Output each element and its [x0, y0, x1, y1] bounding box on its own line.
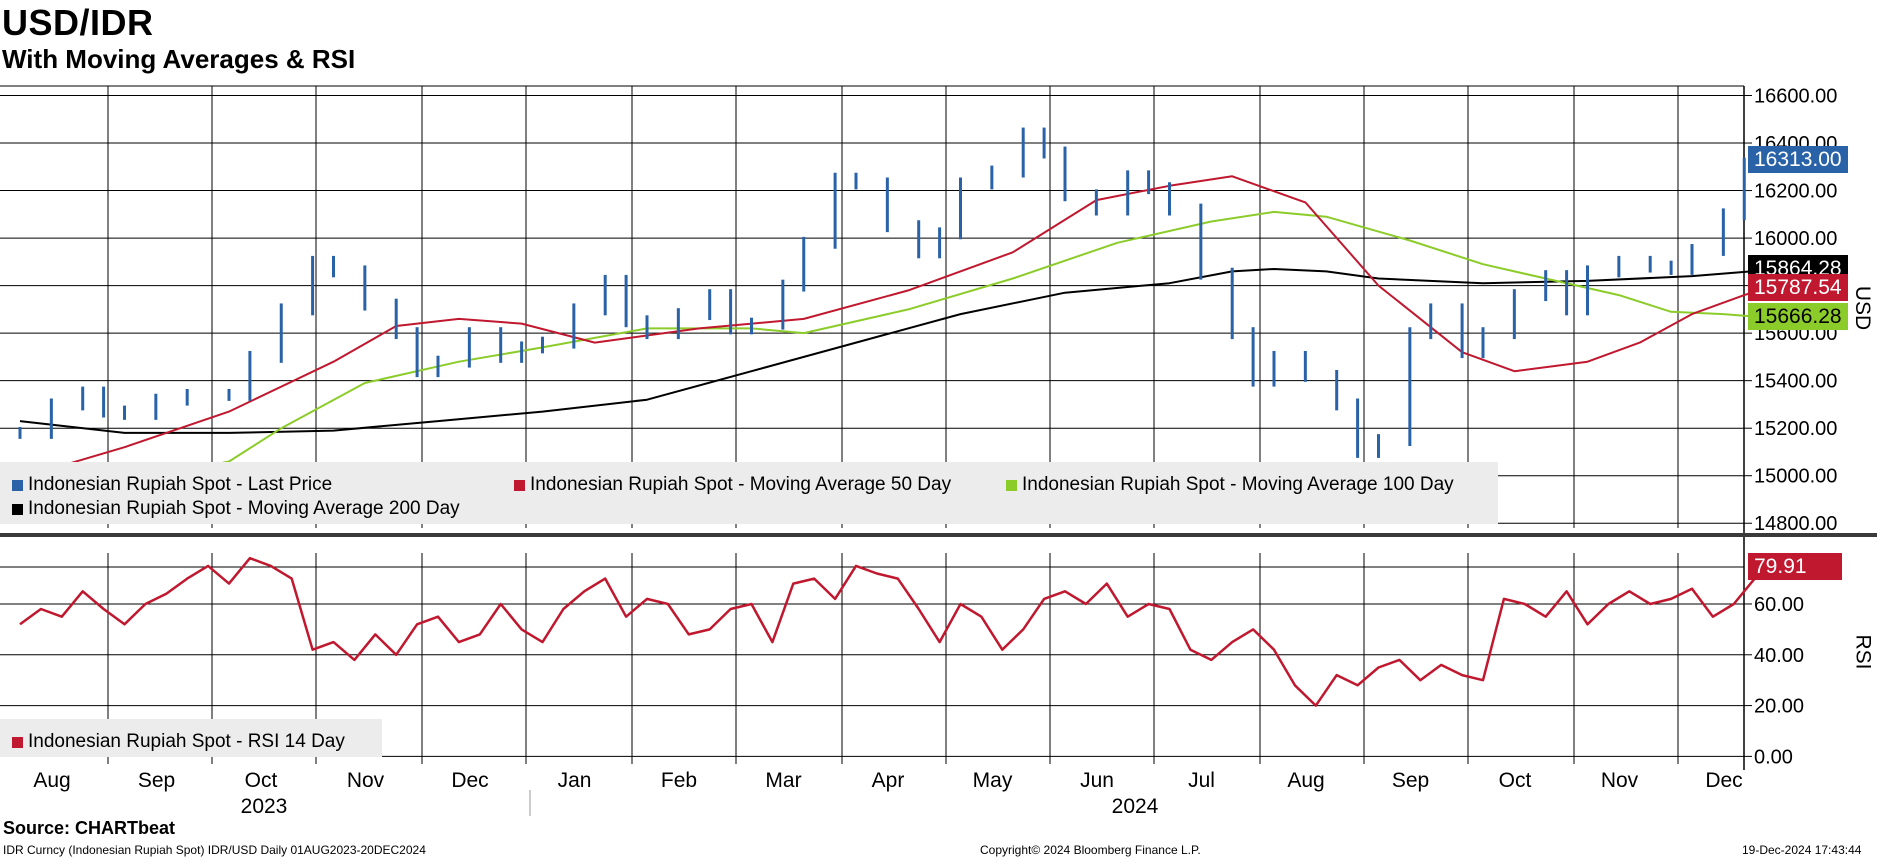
x-month-label-4: Dec — [451, 769, 488, 792]
badge-rsi: 79.91 — [1748, 553, 1842, 580]
x-year-label-1: 2024 — [1112, 795, 1159, 818]
x-month-label-8: Apr — [872, 769, 905, 792]
rsi-legend — [0, 719, 382, 757]
ticker-info: IDR Curncy (Indonesian Rupiah Spot) IDR/… — [3, 843, 426, 857]
x-month-label-2: Oct — [245, 769, 278, 792]
rsi-tick-label-1: 40.00 — [1754, 645, 1804, 667]
rsi-tick-label-3: 0.00 — [1754, 746, 1793, 768]
x-month-label-10: Jun — [1080, 769, 1114, 792]
legend-ma50: Indonesian Rupiah Spot - Moving Average … — [514, 474, 951, 496]
price-tick-label-9: 14800.00 — [1754, 513, 1837, 535]
legend-swatch-last-price — [12, 479, 23, 491]
series-rsi-line — [19, 552, 1767, 707]
price-tick-label-0: 16600.00 — [1754, 86, 1837, 108]
badge-last-price: 16313.00 — [1748, 146, 1848, 173]
x-month-label-16: Dec — [1705, 769, 1742, 792]
badge-ma100: 15666.28 — [1748, 303, 1848, 330]
x-month-label-0: Aug — [33, 769, 70, 792]
price-tick-label-8: 15000.00 — [1754, 466, 1837, 488]
price-legend — [0, 462, 1498, 524]
x-month-label-1: Sep — [138, 769, 175, 792]
x-month-label-15: Nov — [1601, 769, 1639, 792]
rsi-tick-label-0: 60.00 — [1754, 594, 1804, 616]
x-month-label-11: Jul — [1188, 769, 1215, 792]
x-month-label-12: Aug — [1287, 769, 1324, 792]
price-tick-label-3: 16000.00 — [1754, 228, 1837, 250]
price-axis-label: USD — [1851, 285, 1875, 331]
x-month-label-7: Mar — [765, 769, 801, 792]
timestamp: 19-Dec-2024 17:43:44 — [1742, 843, 1862, 857]
x-month-label-3: Nov — [347, 769, 385, 792]
legend-swatch-rsi — [12, 736, 23, 748]
legend-rsi: Indonesian Rupiah Spot - RSI 14 Day — [12, 731, 345, 753]
legend-label-ma200: Indonesian Rupiah Spot - Moving Average … — [28, 498, 460, 519]
legend-ma100: Indonesian Rupiah Spot - Moving Average … — [1006, 474, 1454, 496]
legend-label-rsi: Indonesian Rupiah Spot - RSI 14 Day — [28, 731, 345, 752]
source-label: Source: CHARTbeat — [3, 818, 176, 838]
legend-label-ma100: Indonesian Rupiah Spot - Moving Average … — [1022, 474, 1454, 495]
x-month-label-14: Oct — [1499, 769, 1532, 792]
rsi-tick-label-2: 20.00 — [1754, 696, 1804, 718]
price-tick-label-2: 16200.00 — [1754, 181, 1837, 203]
legend-swatch-ma200 — [12, 503, 23, 515]
chart-subtitle: With Moving Averages & RSI — [2, 44, 356, 74]
legend-ma200: Indonesian Rupiah Spot - Moving Average … — [12, 498, 460, 520]
x-year-label-0: 2023 — [241, 795, 288, 818]
legend-swatch-ma100 — [1006, 479, 1017, 491]
x-month-label-9: May — [973, 769, 1013, 792]
copyright: Copyright© 2024 Bloomberg Finance L.P. — [980, 843, 1201, 857]
legend-label-ma50: Indonesian Rupiah Spot - Moving Average … — [530, 474, 952, 495]
price-tick-label-7: 15200.00 — [1754, 418, 1837, 440]
series-ma50-line — [19, 175, 1766, 480]
legend-swatch-ma50 — [514, 479, 525, 491]
badge-ma50: 15787.54 — [1748, 274, 1848, 301]
panel-divider — [0, 533, 1877, 537]
chart-title: USD/IDR — [2, 2, 154, 43]
series-ma100-line — [19, 210, 1766, 489]
legend-label-last-price: Indonesian Rupiah Spot - Last Price — [28, 474, 333, 495]
x-month-label-5: Jan — [558, 769, 592, 792]
x-month-label-6: Feb — [661, 769, 697, 792]
price-tick-label-6: 15400.00 — [1754, 371, 1837, 393]
rsi-axis-label: RSI — [1851, 634, 1875, 670]
series-ma200-line — [19, 268, 1766, 434]
legend-last-price: Indonesian Rupiah Spot - Last Price — [12, 474, 332, 496]
x-month-label-13: Sep — [1392, 769, 1429, 792]
